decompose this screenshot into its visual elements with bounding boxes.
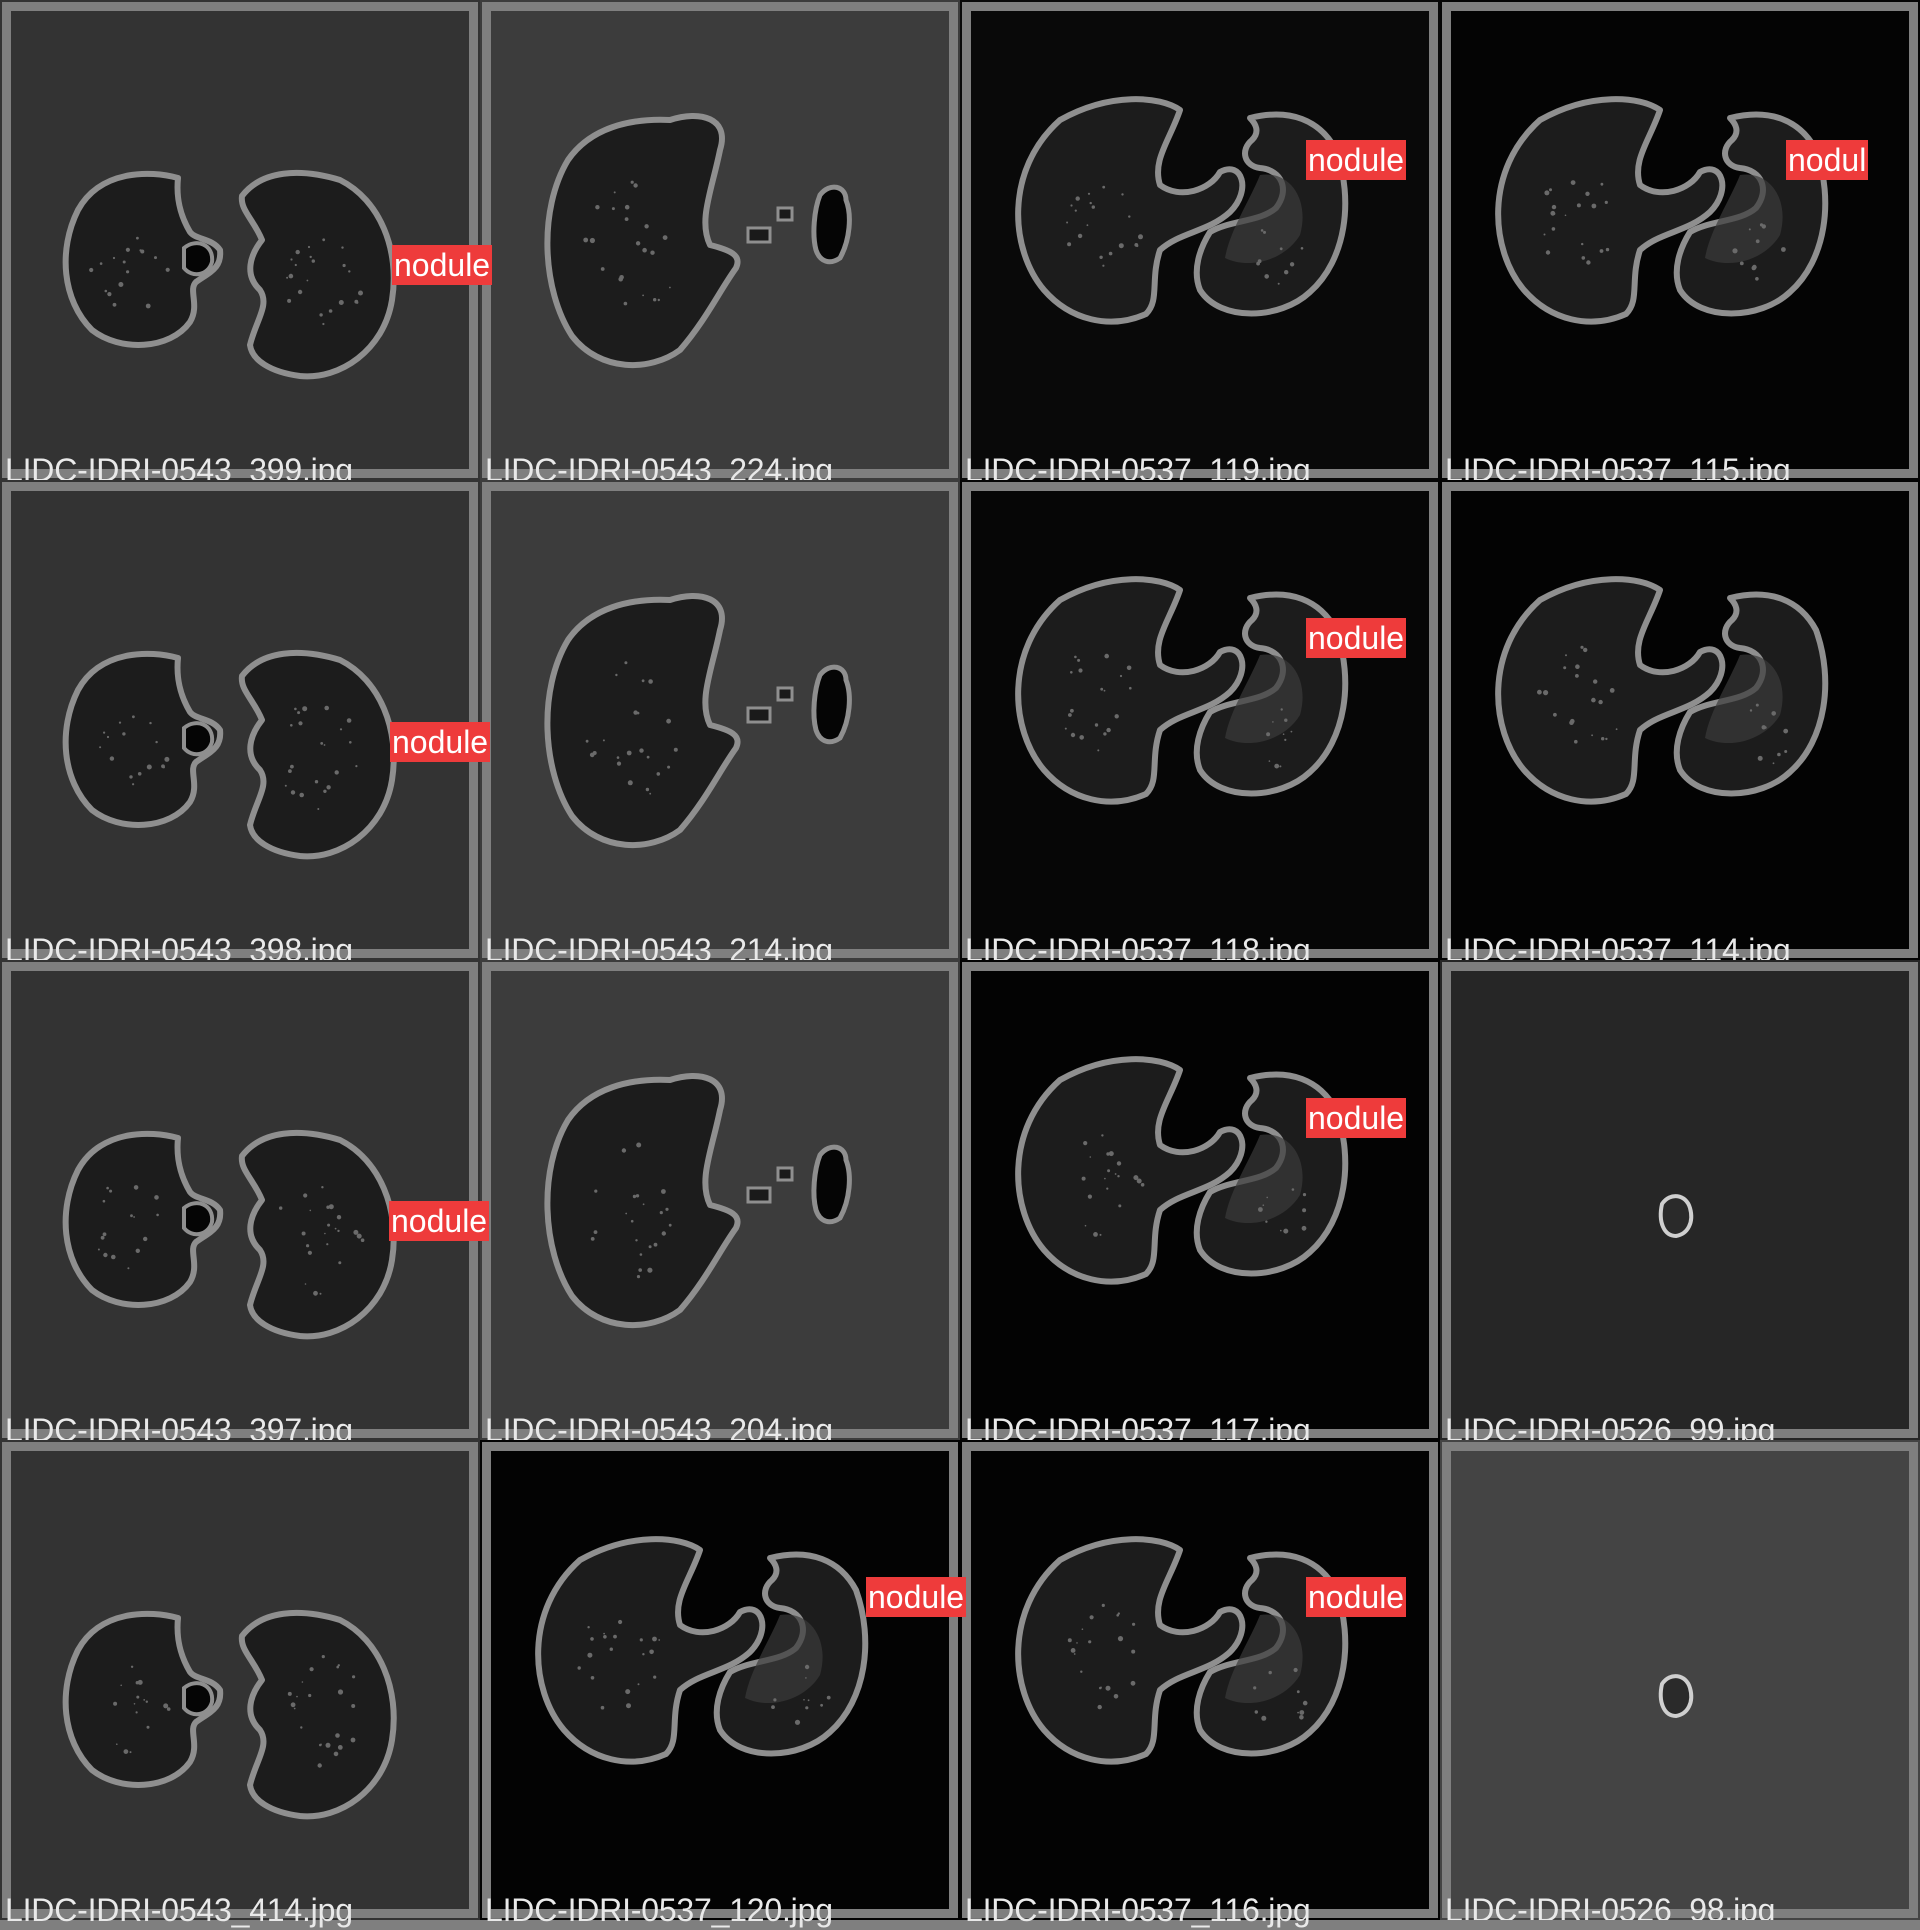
lung-slice [1658, 1674, 1694, 1719]
left-lung [238, 1129, 397, 1340]
image-tile: LIDC-IDRI-0526_98.jpg [1440, 1440, 1920, 1920]
image-tile: LIDC-IDRI-0543_399.jpg nodule [0, 0, 493, 488]
right-lung [1015, 1536, 1246, 1765]
detection-label: nodule [1306, 1098, 1407, 1138]
opacity-region [1225, 1134, 1303, 1224]
detection-label: nodule [389, 1201, 490, 1241]
lung-slice [535, 1536, 869, 1765]
ct-scan-image [960, 960, 1440, 1440]
fragment [746, 706, 772, 724]
detection-label: nodule [1306, 618, 1407, 658]
right-lung [62, 170, 224, 348]
tile-filename: LIDC-IDRI-0537_114.jpg [1445, 932, 1791, 960]
image-tile: LIDC-IDRI-0537_116.jpg nodule [960, 1440, 1440, 1928]
image-tile: LIDC-IDRI-0543_398.jpg nodule [0, 480, 491, 968]
right-lung [62, 1130, 224, 1308]
image-tile: LIDC-IDRI-0543_414.jpg [0, 1440, 480, 1928]
opacity-region [1225, 174, 1303, 264]
fragment [746, 1186, 772, 1204]
opacity-region [1705, 654, 1783, 744]
right-lung [1015, 1056, 1246, 1285]
opacity-region [1705, 174, 1783, 264]
airway [182, 1201, 215, 1237]
blob [1658, 1674, 1694, 1719]
ct-scan-image [1440, 960, 1920, 1440]
image-tile: LIDC-IDRI-0543_214.jpg [480, 480, 960, 968]
lung-slice [62, 1609, 397, 1820]
right-lung [544, 1073, 741, 1329]
left-lung-fragment [811, 184, 852, 265]
ct-scan-image [1440, 0, 1920, 480]
lung-slice [62, 649, 397, 860]
left-lung [238, 1609, 397, 1820]
left-lung [238, 169, 397, 380]
blob [1658, 1194, 1694, 1239]
ct-scan-image [480, 1440, 960, 1920]
airway [182, 721, 215, 757]
detection-label: nodule [866, 1577, 967, 1617]
airway [182, 1681, 215, 1717]
image-tile: LIDC-IDRI-0543_397.jpg nodule [0, 960, 490, 1448]
lung-slice [1015, 96, 1349, 325]
right-lung [1015, 576, 1246, 805]
fragment [776, 686, 794, 702]
lung-slice [544, 113, 852, 369]
ct-scan-image [960, 0, 1440, 480]
image-tile: LIDC-IDRI-0543_224.jpg [480, 0, 960, 488]
image-tile: LIDC-IDRI-0537_119.jpg nodule [960, 0, 1440, 488]
opacity-region [1225, 1614, 1303, 1704]
right-lung [544, 593, 741, 849]
detection-label: nodule [390, 722, 491, 762]
ct-scan-image [0, 1440, 480, 1920]
right-lung [1495, 96, 1726, 325]
tile-filename: LIDC-IDRI-0543_414.jpg [5, 1892, 353, 1928]
right-lung [62, 1610, 224, 1788]
image-tile: LIDC-IDRI-0543_204.jpg [480, 960, 960, 1448]
left-lung [238, 649, 397, 860]
opacity-region [1225, 654, 1303, 744]
ct-scan-image [0, 960, 480, 1440]
image-tile: LIDC-IDRI-0537_115.jpg nodul [1440, 0, 1920, 480]
opacity-region [745, 1614, 823, 1704]
right-lung [544, 113, 741, 369]
right-lung [1015, 96, 1246, 325]
detection-label: nodule [1306, 1577, 1407, 1617]
right-lung [62, 650, 224, 828]
lung-slice [1658, 1194, 1694, 1239]
left-lung-fragment [811, 1144, 852, 1225]
left-lung-fragment [811, 664, 852, 745]
tile-filename: LIDC-IDRI-0537_120.jpg [485, 1892, 833, 1928]
lung-slice [544, 593, 852, 849]
tile-filename: LIDC-IDRI-0526_99.jpg [1445, 1412, 1776, 1440]
tile-filename: LIDC-IDRI-0537_115.jpg [1445, 452, 1791, 480]
airway [182, 241, 215, 277]
image-tile: LIDC-IDRI-0526_99.jpg [1440, 960, 1920, 1440]
fragment [776, 1166, 794, 1182]
ct-scan-image [1440, 480, 1920, 960]
image-tile: LIDC-IDRI-0537_117.jpg nodule [960, 960, 1440, 1448]
tile-filename: LIDC-IDRI-0537_116.jpg [965, 1892, 1311, 1928]
detection-label: nodule [392, 245, 493, 285]
lung-slice [1495, 576, 1829, 805]
lung-slice [544, 1073, 852, 1329]
lung-slice [62, 169, 397, 380]
ct-scan-image [960, 480, 1440, 960]
image-tile: LIDC-IDRI-0537_114.jpg [1440, 480, 1920, 960]
ct-scan-image [1440, 1440, 1920, 1920]
detection-label: nodule [1306, 140, 1407, 180]
ct-scan-image [480, 480, 960, 960]
fragment [776, 206, 794, 222]
image-tile: LIDC-IDRI-0537_118.jpg nodule [960, 480, 1440, 968]
lung-slice [62, 1129, 397, 1340]
detection-label: nodul [1786, 140, 1869, 180]
ct-scan-image [0, 0, 480, 480]
tile-filename: LIDC-IDRI-0526_98.jpg [1445, 1892, 1776, 1920]
ct-scan-image [480, 0, 960, 480]
ct-scan-image [480, 960, 960, 1440]
image-tile: LIDC-IDRI-0537_120.jpg nodule [480, 1440, 967, 1928]
ct-scan-image [960, 1440, 1440, 1920]
fragment [746, 226, 772, 244]
ct-scan-image [0, 480, 480, 960]
